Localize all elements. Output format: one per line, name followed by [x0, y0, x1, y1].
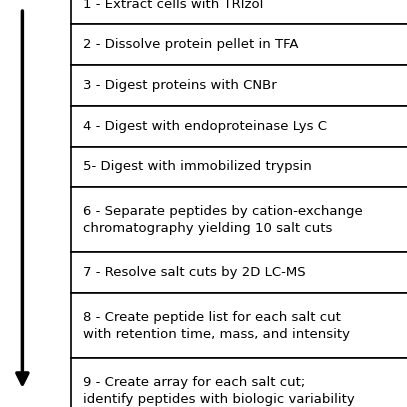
Bar	[71, 65, 407, 106]
Bar	[71, 0, 407, 24]
Text: 4 - Digest with endoproteinase Lys C: 4 - Digest with endoproteinase Lys C	[83, 120, 328, 133]
Text: 8 - Create peptide list for each salt cut
with retention time, mass, and intensi: 8 - Create peptide list for each salt cu…	[83, 311, 350, 341]
Text: 2 - Dissolve protein pellet in TFA: 2 - Dissolve protein pellet in TFA	[83, 38, 299, 51]
Text: 7 - Resolve salt cuts by 2D LC-MS: 7 - Resolve salt cuts by 2D LC-MS	[83, 266, 306, 279]
Text: 9 - Create array for each salt cut;
identify peptides with biologic variability: 9 - Create array for each salt cut; iden…	[83, 376, 355, 406]
Text: 5- Digest with immobilized trypsin: 5- Digest with immobilized trypsin	[83, 160, 312, 173]
Bar	[71, 187, 407, 252]
Text: 1 - Extract cells with TRIzol: 1 - Extract cells with TRIzol	[83, 0, 264, 11]
Bar	[71, 147, 407, 187]
Text: 3 - Digest proteins with CNBr: 3 - Digest proteins with CNBr	[83, 79, 277, 92]
Text: 6 - Separate peptides by cation-exchange
chromatography yielding 10 salt cuts: 6 - Separate peptides by cation-exchange…	[83, 205, 363, 235]
Bar	[71, 252, 407, 293]
Bar	[71, 24, 407, 65]
Bar	[71, 106, 407, 147]
Bar	[71, 358, 407, 407]
Bar	[71, 293, 407, 358]
